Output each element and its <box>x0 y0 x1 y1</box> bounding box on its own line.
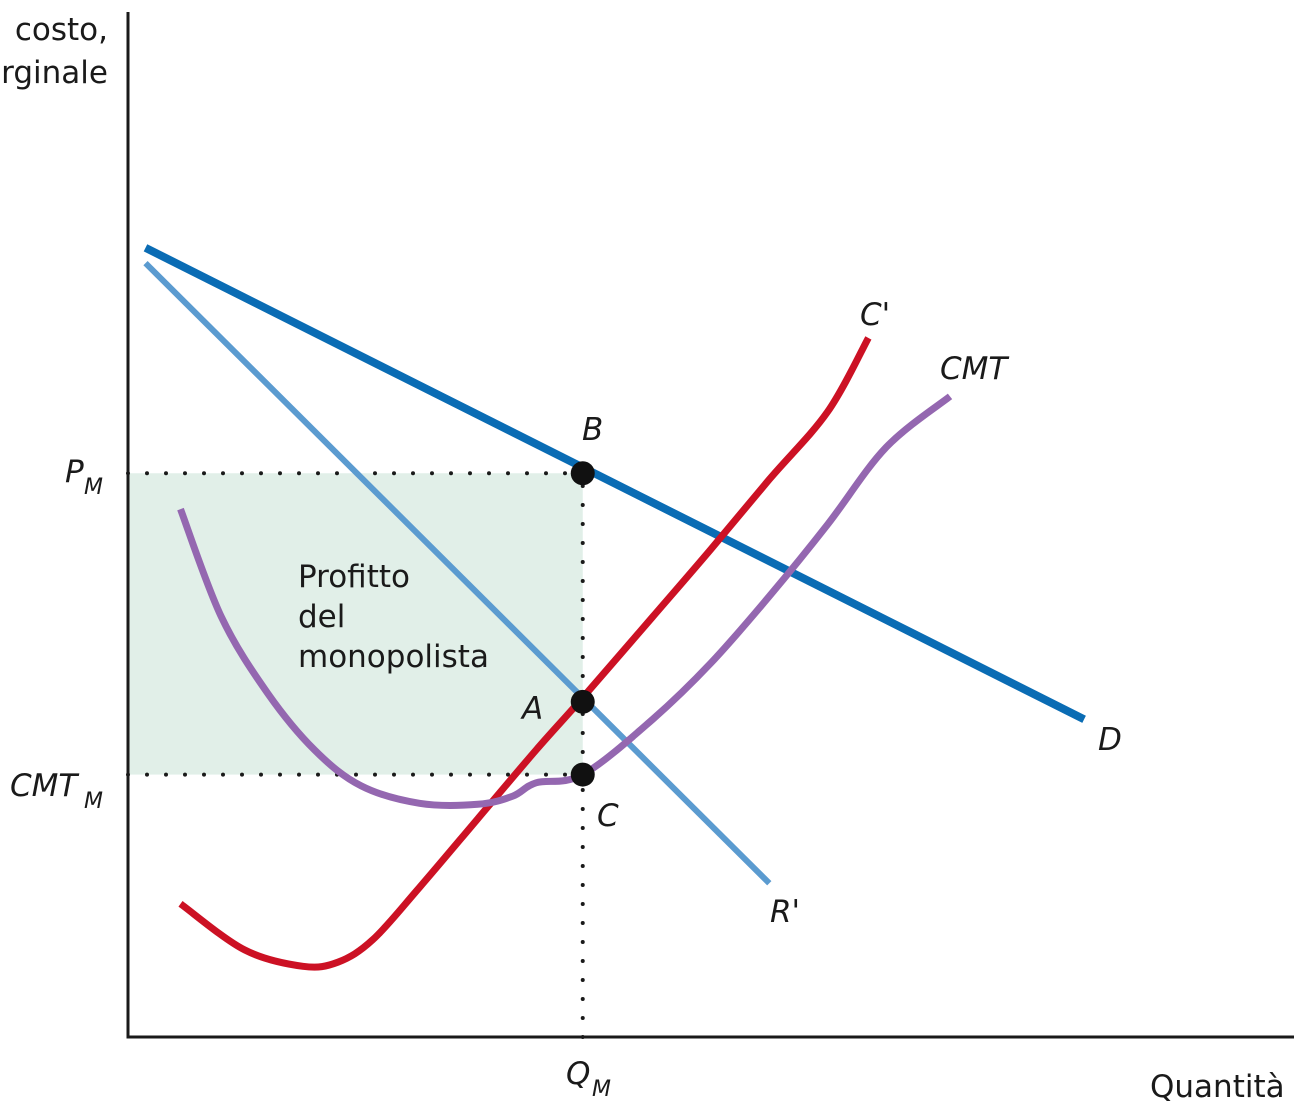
y-tick-label-cmtm: CMT M <box>10 768 103 814</box>
curve-label-cmt: CMT <box>940 351 1009 387</box>
marginal-cost-curve <box>178 336 872 971</box>
y-axis-label-line2: rginale <box>1 55 108 91</box>
point-label-c: C <box>597 798 619 834</box>
profit-area <box>128 473 583 775</box>
profit-area-label-line3: monopolista <box>298 639 489 675</box>
curves <box>143 244 1086 971</box>
point-label-a: A <box>520 691 543 727</box>
x-tick-label-qm: Q M <box>566 1056 611 1102</box>
point-marker-b <box>570 461 595 486</box>
marginal-revenue-curve <box>143 260 772 886</box>
point-markers <box>570 461 595 787</box>
profit-area-label-line2: del <box>298 599 345 635</box>
svg-text:P: P <box>65 454 84 490</box>
point-marker-a <box>570 689 595 714</box>
svg-text:Q: Q <box>566 1056 590 1092</box>
svg-text:M: M <box>84 789 103 814</box>
y-axis-label-line1: costo, <box>15 12 108 48</box>
point-marker-c <box>570 762 595 787</box>
curve-label-c-prime: C' <box>860 297 890 333</box>
average-total-cost-curve <box>177 393 953 809</box>
svg-text:M: M <box>84 475 103 500</box>
curve-label-d: D <box>1098 722 1122 758</box>
x-axis-label: Quantità <box>1150 1069 1285 1103</box>
demand-curve <box>143 244 1086 723</box>
point-label-b: B <box>582 412 603 448</box>
svg-text:M: M <box>592 1077 611 1102</box>
y-tick-label-pm: P M <box>65 454 103 500</box>
profit-area-label-line1: Profitto <box>298 559 410 595</box>
svg-text:CMT: CMT <box>10 768 79 804</box>
curve-label-r-prime: R' <box>770 894 800 930</box>
